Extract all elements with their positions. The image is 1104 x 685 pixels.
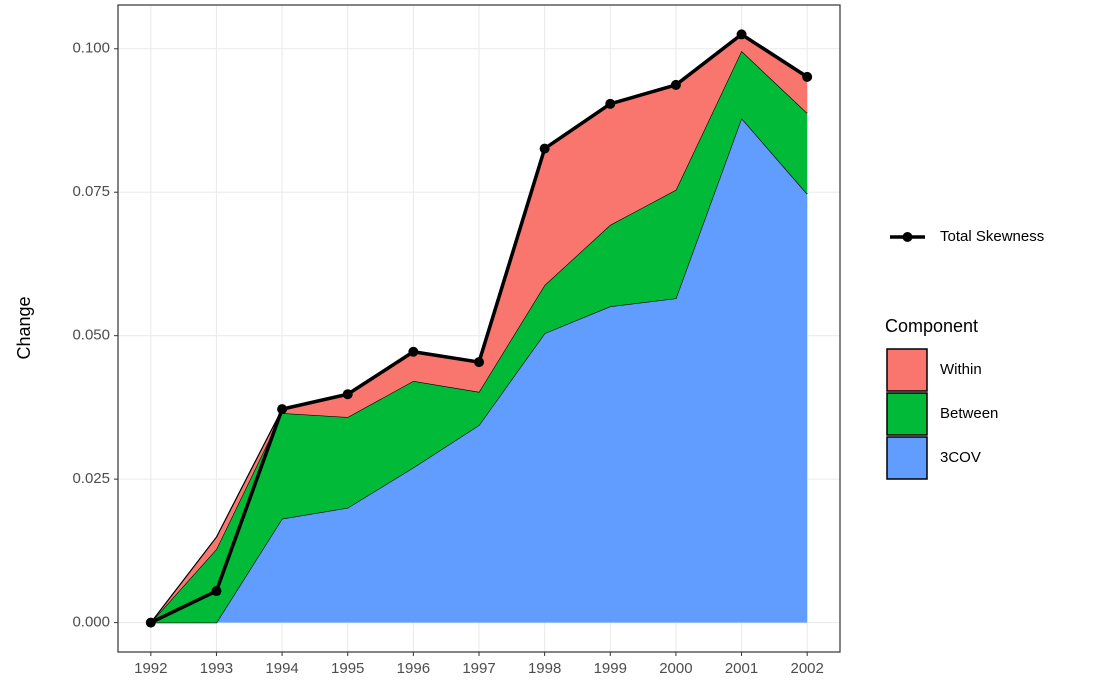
- legend-title: Component: [885, 316, 978, 336]
- x-tick-label: 2000: [659, 660, 692, 677]
- y-tick-label: 0.100: [72, 40, 110, 57]
- legend-key: [886, 436, 928, 480]
- area: [150, 118, 808, 623]
- panel-border: [117, 4, 841, 653]
- area: [150, 51, 808, 623]
- x-tick-label: 1995: [331, 660, 364, 677]
- legend-label: Total Skewness: [940, 228, 1044, 245]
- y-tick-label: 0.000: [72, 614, 110, 631]
- x-tick-label: 1992: [134, 660, 167, 677]
- total-point: [802, 71, 813, 82]
- area: [150, 34, 808, 623]
- y-tick-label: 0.075: [72, 183, 110, 200]
- x-tick-label: 1996: [397, 660, 430, 677]
- x-tick-label: 1993: [200, 660, 233, 677]
- x-tick-label: 1998: [528, 660, 561, 677]
- total-point: [211, 586, 222, 597]
- total-point: [670, 79, 681, 90]
- legend-key: [886, 392, 928, 436]
- total-point: [605, 98, 616, 109]
- x-tick-label: 1997: [462, 660, 495, 677]
- total-point: [474, 357, 484, 368]
- y-tick-label: 0.050: [72, 327, 110, 344]
- x-tick-label: 2001: [725, 660, 758, 677]
- x-tick-label: 1994: [265, 660, 298, 677]
- total-point: [408, 346, 419, 357]
- y-axis-title: Change: [14, 296, 34, 359]
- x-tick-label: 1999: [594, 660, 627, 677]
- legend-key: [886, 348, 928, 392]
- total-point: [539, 143, 550, 154]
- total-point: [342, 389, 353, 400]
- y-tick-label: 0.025: [72, 470, 110, 487]
- total-point: [736, 29, 747, 40]
- total-point: [145, 617, 156, 628]
- x-tick-label: 2002: [790, 660, 823, 677]
- legend-point: [902, 232, 913, 242]
- legend-label: Within: [940, 361, 982, 378]
- legend-label: 3COV: [940, 449, 981, 466]
- legend-label: Between: [940, 405, 998, 422]
- total-point: [277, 404, 288, 415]
